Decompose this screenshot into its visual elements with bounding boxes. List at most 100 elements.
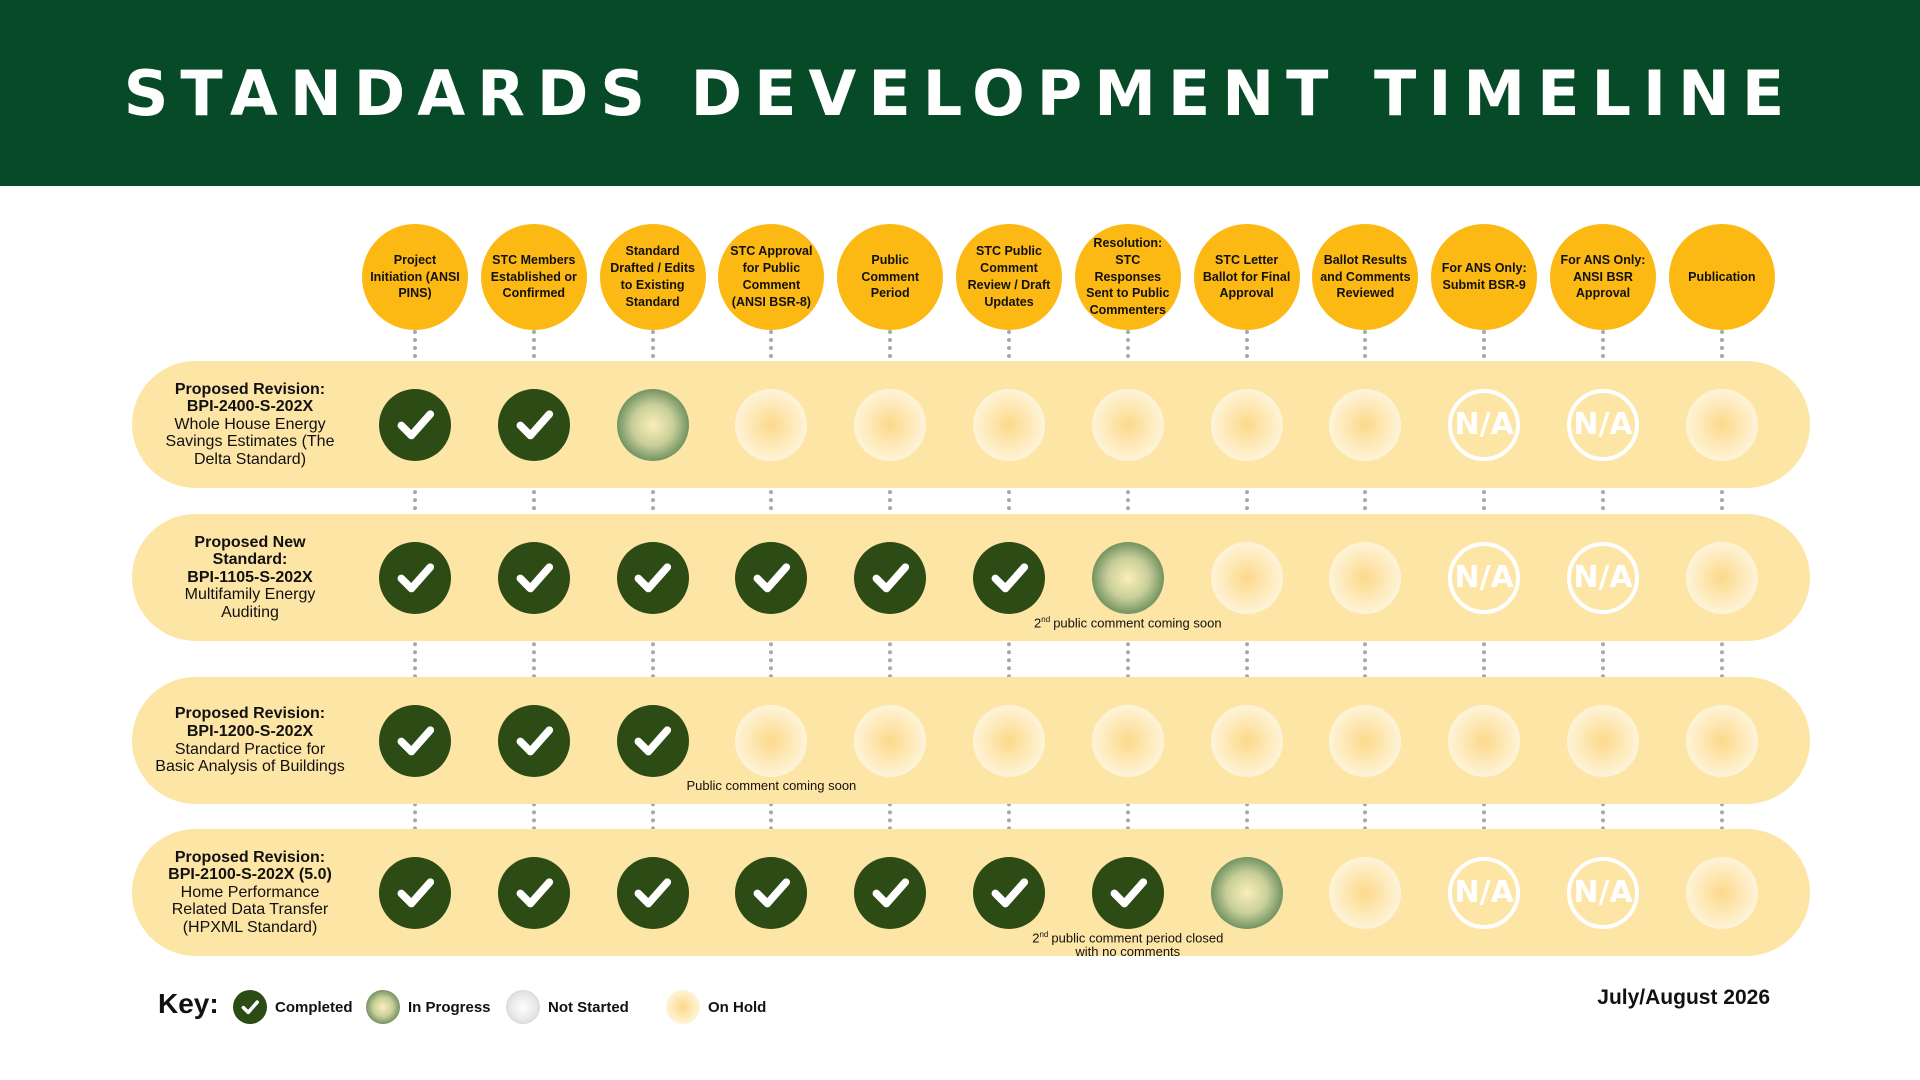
row-code: BPI-2400-S-202X (186, 398, 314, 416)
status-completed (854, 856, 927, 929)
status-on-hold (1685, 541, 1758, 614)
key-item: On Hold (666, 990, 766, 1024)
status-na: N/A (1567, 856, 1639, 929)
row-note: Public comment coming soon (671, 777, 871, 793)
row-description: Standard Practice for Basic Analysis of … (155, 740, 345, 776)
row-kind: Proposed Revision: (174, 705, 326, 723)
note-sup: nd (1041, 614, 1051, 624)
status-in-progress (1091, 541, 1164, 614)
check-icon (872, 563, 910, 593)
date: July/August 2026 (1597, 986, 1770, 1009)
na-label: N/A (1454, 407, 1514, 442)
na-label: N/A (1454, 875, 1514, 910)
status-on-hold (1685, 704, 1758, 777)
check-icon (634, 878, 672, 908)
row-label: Proposed New Standard: BPI-1105-S-202X Mul… (155, 514, 345, 641)
stage-label: Resolution: STC Responses Sent to Public… (1086, 235, 1170, 318)
key-label: In Progress (408, 998, 491, 1016)
stage-label: STC Public Comment Review / Draft Update… (967, 244, 1051, 309)
stage-label: Public Comment Period (861, 252, 920, 301)
stage-circle: Resolution: STC Responses Sent to Public… (1074, 224, 1181, 330)
key-swatch (233, 990, 267, 1024)
status-completed (497, 856, 570, 929)
status-na: N/A (1448, 388, 1521, 461)
note-text: public comment period closed with no com… (1051, 929, 1224, 960)
key-item: In Progress (366, 990, 491, 1024)
status-on-hold (1329, 541, 1402, 614)
stage-label: Ballot Results and Comments Reviewed (1320, 252, 1411, 301)
status-on-hold (1329, 856, 1402, 929)
status-completed (379, 388, 451, 461)
check-icon (753, 563, 791, 593)
stage-label: For ANS Only: Submit BSR-9 (1441, 261, 1527, 292)
status-on-hold (1091, 704, 1164, 777)
row-code: BPI-1200-S-202X (186, 722, 314, 740)
na-label: N/A (1454, 560, 1514, 595)
status-on-hold (735, 704, 808, 777)
key-label: Completed (275, 998, 353, 1016)
status-on-hold (973, 704, 1045, 777)
check-icon (516, 563, 553, 593)
check-icon (634, 726, 672, 756)
na-label: N/A (1573, 875, 1633, 910)
check-icon (397, 878, 434, 908)
na-label: N/A (1573, 407, 1633, 442)
key-label: On Hold (708, 998, 767, 1016)
note-sup: nd (1039, 929, 1049, 939)
key-item: Not Started (506, 990, 629, 1024)
status-completed (973, 541, 1045, 614)
check-icon (397, 563, 434, 593)
row-label: Proposed Revision: BPI-2400-S-202X Whole H… (155, 361, 345, 488)
stage-circle: Public Comment Period (837, 224, 944, 330)
row-label: Proposed Revision: BPI-1200-S-202X Standar… (155, 677, 345, 804)
na-label: N/A (1573, 560, 1633, 595)
row-kind: Proposed New Standard: (194, 533, 306, 569)
status-on-hold (735, 388, 808, 461)
stage-label: Standard Drafted / Edits to Existing Sta… (610, 244, 695, 309)
stage-circle: STC Approval for Public Comment (ANSI BS… (718, 224, 825, 330)
status-completed (379, 856, 451, 929)
stage-label: STC Members Established or Confirmed (490, 252, 577, 301)
note-lead: 2 (1034, 614, 1042, 630)
check-icon (516, 726, 553, 756)
status-on-hold (1329, 704, 1402, 777)
row-kind: Proposed Revision: (174, 848, 326, 866)
check-icon (397, 410, 434, 440)
stage-circle: For ANS Only: Submit BSR-9 (1431, 224, 1538, 330)
status-completed (497, 388, 570, 461)
note-lead: 2 (1032, 929, 1040, 945)
status-on-hold (1210, 704, 1283, 777)
stage-circle: STC Public Comment Review / Draft Update… (956, 224, 1062, 330)
status-completed (616, 704, 689, 777)
header: STANDARDS DEVELOPMENT TIMELINE (0, 0, 1920, 186)
check-icon (1110, 878, 1147, 908)
status-on-hold (1685, 856, 1758, 929)
status-in-progress (616, 388, 689, 461)
status-on-hold (1210, 541, 1283, 614)
title: STANDARDS DEVELOPMENT TIMELINE (123, 56, 1797, 130)
status-na: N/A (1448, 856, 1521, 929)
status-on-hold (973, 388, 1045, 461)
check-icon (516, 878, 553, 908)
status-in-progress (1210, 856, 1283, 929)
status-on-hold (854, 388, 927, 461)
status-completed (379, 541, 451, 614)
status-completed (973, 856, 1045, 929)
stage-circle: Publication (1668, 224, 1775, 330)
stage-label: For ANS Only: ANSI BSR Approval (1560, 252, 1646, 301)
status-completed (735, 541, 808, 614)
stage-label: Project Initiation (ANSI PINS) (370, 252, 460, 301)
status-on-hold (1567, 704, 1639, 777)
row-code: BPI-2100-S-202X (5.0) (168, 866, 332, 884)
stage-circle: STC Members Established or Confirmed (480, 224, 587, 330)
note-text: Public comment coming soon (686, 777, 857, 793)
status-completed (854, 541, 927, 614)
status-on-hold (1210, 388, 1283, 461)
status-on-hold (1448, 704, 1521, 777)
key-swatch (666, 990, 700, 1024)
row-description: Home Performance Related Data Transfer (… (171, 883, 329, 936)
row-note: 2nd public comment period closed with no … (1028, 929, 1228, 960)
check-icon (634, 563, 672, 593)
check-icon (872, 878, 910, 908)
